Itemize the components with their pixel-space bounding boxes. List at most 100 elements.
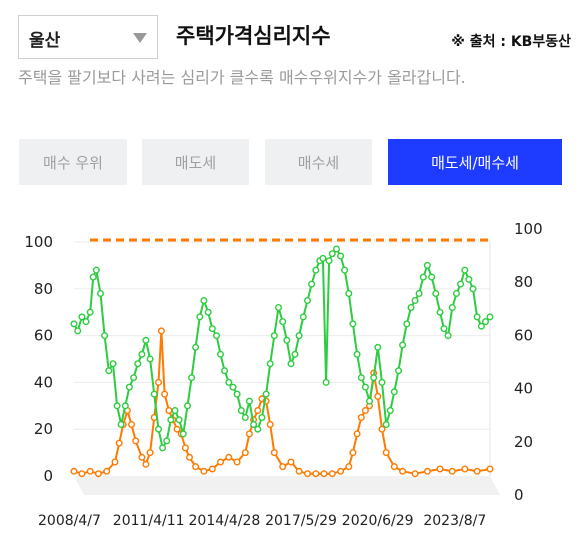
series-point [96,289,104,297]
series-point [486,465,494,473]
series-point [250,420,258,428]
series-point [436,308,444,316]
description-text: 주택을 팔기보다 사려는 심리가 클수록 매수우위지수가 올라갑니다. [18,68,466,87]
series-point [477,322,485,330]
series-point [357,413,365,421]
tab-sell-trend[interactable]: 매도세 [142,139,249,185]
series-point [341,266,349,274]
series-point [154,378,162,386]
series-point [188,374,196,382]
series-point [154,425,162,433]
series-line-0 [73,248,491,449]
series-point [245,397,253,405]
series-point [142,336,150,344]
series-point [138,453,146,461]
series-point [349,449,357,457]
series-point [109,360,117,368]
series-point [486,313,494,321]
series-point [266,420,274,428]
series-point [473,313,481,321]
series-point [382,420,390,428]
series-point [399,341,407,349]
series-point [165,406,173,414]
y-left-tick-label: 100 [24,233,53,251]
series-point [221,367,229,375]
region-select[interactable]: 울산 [18,15,158,59]
series-point [353,350,361,358]
series-point [353,430,361,438]
series-point [299,313,307,321]
tab-buy-trend[interactable]: 매수세 [265,139,372,185]
series-point [291,350,299,358]
series-point [333,245,341,253]
chart-floor-plane [74,476,500,495]
series-point [146,355,154,363]
series-point [444,332,452,340]
series-point [465,275,473,283]
y-left-tick-label: 80 [34,280,53,298]
tab-buy-dominance[interactable]: 매수 우위 [19,139,127,185]
series-point [403,320,411,328]
series-point [175,416,183,424]
series-point [74,327,82,335]
series-point [204,308,212,316]
region-select-value: 울산 [29,31,61,51]
series-point [428,273,436,281]
series-point [279,318,287,326]
series-line-1 [73,329,491,475]
series-point [390,388,398,396]
y-left-tick-label: 60 [34,327,53,345]
series-point [233,390,241,398]
series-point [270,449,278,457]
series-point [440,325,448,333]
series-point [78,470,86,478]
series-point [161,390,169,398]
series-point [308,280,316,288]
chart-floor [74,242,500,495]
series-point [386,406,394,414]
series-lines [70,245,494,478]
series-point [241,449,249,457]
series-point [138,350,146,358]
series-point [374,392,382,400]
tab-sell-buy-trend[interactable]: 매도세/매수세 [388,139,562,185]
series-point [225,378,233,386]
y-right-tick-label: 60 [514,326,533,344]
series-point [89,273,97,281]
series-point [295,332,303,340]
y-left-tick-label: 40 [34,373,53,391]
source-note: ※ 출처 : KB부동산 [451,34,571,50]
x-tick-label: 2017/5/29 [265,513,337,529]
series-point [200,296,208,304]
series-point [92,266,100,274]
series-point [241,413,249,421]
series-point [419,273,427,281]
series-point [111,458,119,466]
series-point [328,470,336,478]
series-point [453,289,461,297]
series-point [208,325,216,333]
series-point [366,397,374,405]
series-point [283,336,291,344]
y-left-tick-label: 0 [43,467,53,485]
series-point [337,467,345,475]
series-point [266,360,274,368]
series-point [127,420,135,428]
x-tick-label: 2020/6/29 [342,513,414,529]
series-point [448,467,456,475]
series-point [270,332,278,340]
series-point [361,406,369,414]
series-point [295,467,303,475]
series-point [208,465,216,473]
series-point [86,467,94,475]
series-point [374,343,382,351]
series-point [179,430,187,438]
series-point [322,378,330,386]
series-point [482,318,490,326]
series-point [411,296,419,304]
series-point [312,266,320,274]
series-point [113,402,121,410]
y-right-tick-label: 0 [514,486,524,504]
series-point [320,470,328,478]
series-point [125,383,133,391]
